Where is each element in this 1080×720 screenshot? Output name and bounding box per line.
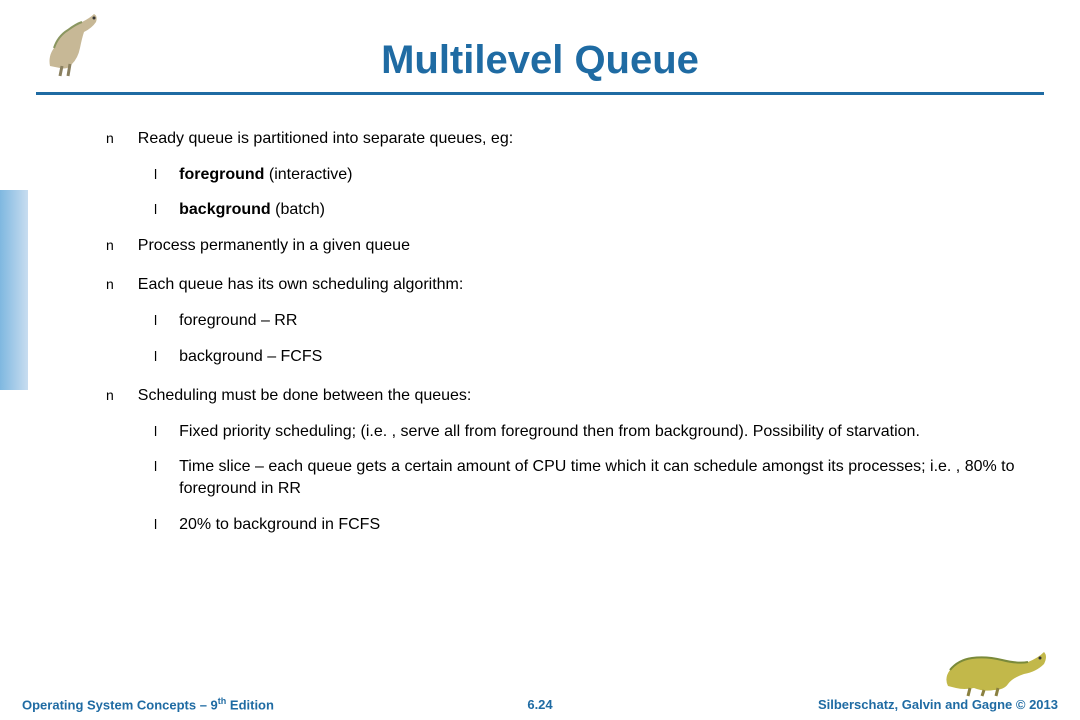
list-item-text: Process permanently in a given queue	[138, 235, 410, 257]
footer: Operating System Concepts – 9th Edition …	[0, 692, 1080, 712]
dinosaur-icon	[940, 638, 1050, 698]
sidebar-accent	[0, 190, 28, 390]
list-subitem-text: background (batch)	[179, 199, 325, 221]
list-subitem: l foreground – RR	[154, 310, 1020, 332]
bullet-level2: l	[154, 516, 157, 532]
list-subitem-text: background – FCFS	[179, 346, 322, 368]
list-subitem-text: Fixed priority scheduling; (i.e. , serve…	[179, 421, 920, 443]
list-item-text: Each queue has its own scheduling algori…	[138, 274, 464, 296]
sublist: l foreground – RR l background – FCFS	[154, 310, 1020, 367]
bullet-level2: l	[154, 423, 157, 439]
bullet-level1: n	[106, 237, 114, 253]
list-subitem: l 20% to background in FCFS	[154, 514, 1020, 536]
list-item: n Process permanently in a given queue	[106, 235, 1020, 257]
bullet-level2: l	[154, 166, 157, 182]
bullet-level1: n	[106, 130, 114, 146]
list-item-text: Ready queue is partitioned into separate…	[138, 128, 513, 150]
list-subitem: l Fixed priority scheduling; (i.e. , serv…	[154, 421, 1020, 443]
list-subitem: l background – FCFS	[154, 346, 1020, 368]
bullet-level1: n	[106, 276, 114, 292]
page-title: Multilevel Queue	[0, 38, 1080, 83]
bullet-level2: l	[154, 348, 157, 364]
bullet-level2: l	[154, 201, 157, 217]
footer-right: Silberschatz, Galvin and Gagne © 2013	[818, 697, 1058, 712]
list-item: n Scheduling must be done between the que…	[106, 385, 1020, 407]
bullet-level2: l	[154, 458, 157, 474]
list-subitem-text: 20% to background in FCFS	[179, 514, 380, 536]
list-subitem: l background (batch)	[154, 199, 1020, 221]
sublist: l foreground (interactive) l background (ba…	[154, 164, 1020, 221]
list-subitem: l Time slice – each queue gets a certain …	[154, 456, 1020, 499]
bullet-level1: n	[106, 387, 114, 403]
bullet-level2: l	[154, 312, 157, 328]
list-subitem-text: Time slice – each queue gets a certain a…	[179, 456, 1020, 499]
list-item: n Each queue has its own scheduling algor…	[106, 274, 1020, 296]
title-underline	[36, 92, 1044, 95]
list-subitem: l foreground (interactive)	[154, 164, 1020, 186]
list-subitem-text: foreground – RR	[179, 310, 297, 332]
sublist: l Fixed priority scheduling; (i.e. , serv…	[154, 421, 1020, 535]
list-subitem-text: foreground (interactive)	[179, 164, 352, 186]
list-item-text: Scheduling must be done between the queu…	[138, 385, 472, 407]
content-body: n Ready queue is partitioned into separat…	[106, 128, 1020, 549]
list-item: n Ready queue is partitioned into separat…	[106, 128, 1020, 150]
